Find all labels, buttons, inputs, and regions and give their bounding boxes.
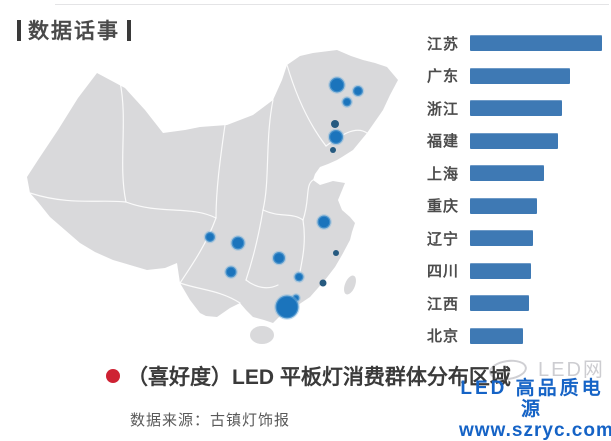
data-source: 数据来源：古镇灯饰报	[129, 412, 290, 429]
watermark-gray: LED网	[538, 359, 605, 381]
bar-label: 江苏	[427, 35, 460, 53]
bar-row: 浙江	[427, 92, 609, 125]
header-right-bar	[127, 19, 131, 41]
bar	[470, 67, 571, 84]
bar-label: 北京	[427, 328, 460, 346]
map-dot	[341, 96, 353, 108]
watermark-blue-line1: LED 高品质电源	[460, 378, 604, 420]
bar-label: 上海	[427, 165, 460, 183]
bar-row: 江西	[427, 287, 609, 320]
china-outline	[27, 50, 398, 323]
bar	[470, 132, 559, 149]
map-dot	[351, 84, 365, 98]
bar-label: 四川	[427, 263, 460, 281]
header-left-bar	[17, 19, 21, 41]
bar-label: 福建	[427, 133, 460, 151]
bar	[470, 197, 538, 214]
map-dot	[333, 250, 339, 256]
map-dot	[230, 235, 246, 251]
map-dot	[293, 271, 305, 283]
bar-label: 江西	[427, 295, 460, 313]
bar	[470, 295, 530, 312]
page-header: 数据话事	[17, 15, 131, 45]
page-title: 数据话事	[28, 20, 120, 43]
bar-row: 辽宁	[427, 222, 609, 255]
map-dot	[316, 214, 332, 230]
map-dots-layer	[203, 76, 365, 320]
bar-row: 四川	[427, 255, 609, 288]
bar-label: 辽宁	[427, 230, 460, 248]
hainan-island	[250, 326, 274, 344]
bar-row: 北京	[427, 320, 609, 353]
map-dot	[330, 147, 336, 153]
bar	[470, 100, 563, 117]
china-map-svg	[27, 50, 398, 344]
caption-text: （喜好度）LED 平板灯消费群体分布区域	[127, 366, 511, 389]
bar-chart: 江苏广东浙江福建上海重庆辽宁四川江西北京	[427, 27, 609, 352]
watermark-blue: LED 高品质电源 www.szryc.com	[459, 378, 611, 441]
bar-row: 江苏	[427, 27, 609, 60]
bar	[470, 165, 544, 182]
bar	[470, 262, 531, 279]
bar-label: 重庆	[427, 198, 460, 216]
bar-row: 广东	[427, 60, 609, 93]
chart-caption: （喜好度）LED 平板灯消费群体分布区域	[106, 361, 511, 391]
bar	[470, 230, 534, 247]
map-dot	[203, 230, 217, 244]
map-dot	[271, 250, 287, 266]
legend-dot-icon	[106, 369, 120, 383]
province-borders	[29, 64, 368, 304]
map-dot	[328, 76, 346, 94]
bar-row: 福建	[427, 125, 609, 158]
map-dot	[224, 265, 238, 279]
taiwan-island	[344, 275, 356, 295]
bar-row: 上海	[427, 157, 609, 190]
bar-row: 重庆	[427, 190, 609, 223]
map-dot	[327, 128, 345, 146]
bar	[470, 35, 602, 52]
bar	[470, 327, 523, 344]
top-divider	[55, 4, 609, 5]
watermark-blue-line2: www.szryc.com	[459, 419, 611, 441]
map-dot	[274, 294, 300, 320]
china-map	[20, 50, 420, 360]
bar-label: 浙江	[427, 100, 460, 118]
bar-label: 广东	[427, 68, 460, 86]
map-dot	[331, 120, 339, 128]
map-dot	[319, 279, 327, 287]
